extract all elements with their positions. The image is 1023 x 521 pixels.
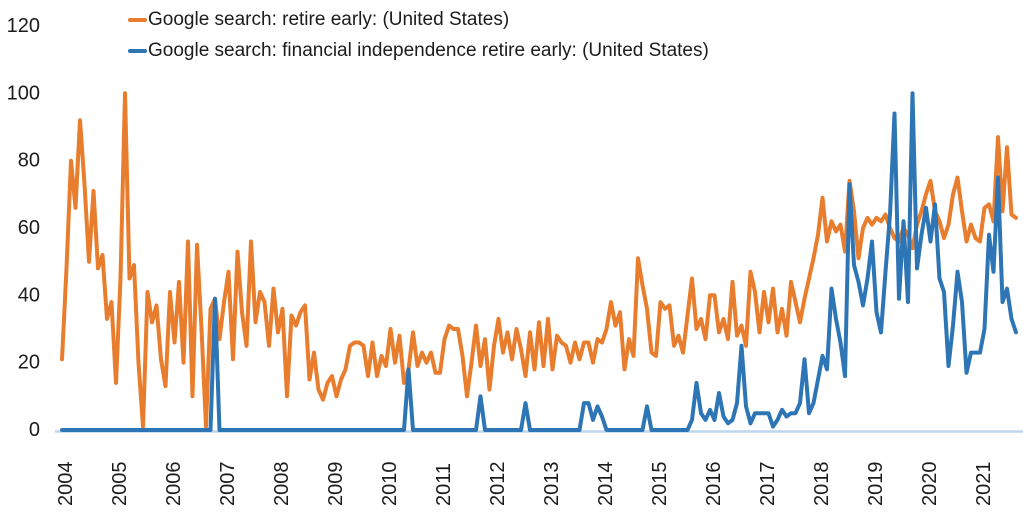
x-tick-2016: 2016 [703, 462, 725, 507]
fire-line [60, 91, 1018, 432]
x-tick-2004: 2004 [55, 462, 77, 507]
x-tick-2017: 2017 [757, 462, 779, 507]
chart-legend: Google search: retire early: (United Sta… [128, 8, 709, 63]
x-tick-2015: 2015 [649, 462, 671, 507]
retire-early-line [60, 91, 1018, 429]
x-tick-2008: 2008 [271, 462, 293, 507]
x-axis-tick-labels: 2004 2005 2006 2007 2008 2009 2010 2011 2012 2013… [55, 462, 995, 507]
y-tick-60: 60 [18, 217, 40, 239]
x-tick-2019: 2019 [865, 462, 887, 507]
legend-item-retire-early: Google search: retire early: (United Sta… [128, 8, 709, 32]
x-tick-2013: 2013 [541, 462, 563, 507]
x-tick-2007: 2007 [217, 462, 239, 507]
fire-swatch [128, 49, 147, 53]
x-tick-2018: 2018 [811, 462, 833, 507]
y-tick-0: 0 [29, 419, 40, 441]
x-tick-2014: 2014 [595, 462, 617, 507]
y-axis-tick-labels: 0 20 40 60 80 100 120 [7, 15, 40, 441]
x-tick-2006: 2006 [163, 462, 185, 507]
x-tick-2011: 2011 [433, 463, 455, 506]
x-tick-2005: 2005 [109, 462, 131, 507]
y-tick-80: 80 [18, 150, 40, 172]
fire-label: Google search: financial independence re… [148, 40, 709, 61]
y-tick-40: 40 [18, 284, 40, 306]
y-tick-100: 100 [7, 82, 40, 104]
y-tick-120: 120 [7, 15, 40, 37]
retire-early-label: Google search: retire early: (United Sta… [148, 9, 510, 30]
x-tick-2020: 2020 [919, 462, 941, 507]
x-tick-2009: 2009 [325, 462, 347, 507]
x-tick-2010: 2010 [379, 462, 401, 507]
x-tick-2012: 2012 [487, 462, 509, 507]
x-tick-2021: 2021 [973, 462, 995, 507]
legend-item-fire: Google search: financial independence re… [128, 39, 709, 63]
y-tick-20: 20 [18, 352, 40, 374]
retire-early-swatch [128, 18, 147, 22]
